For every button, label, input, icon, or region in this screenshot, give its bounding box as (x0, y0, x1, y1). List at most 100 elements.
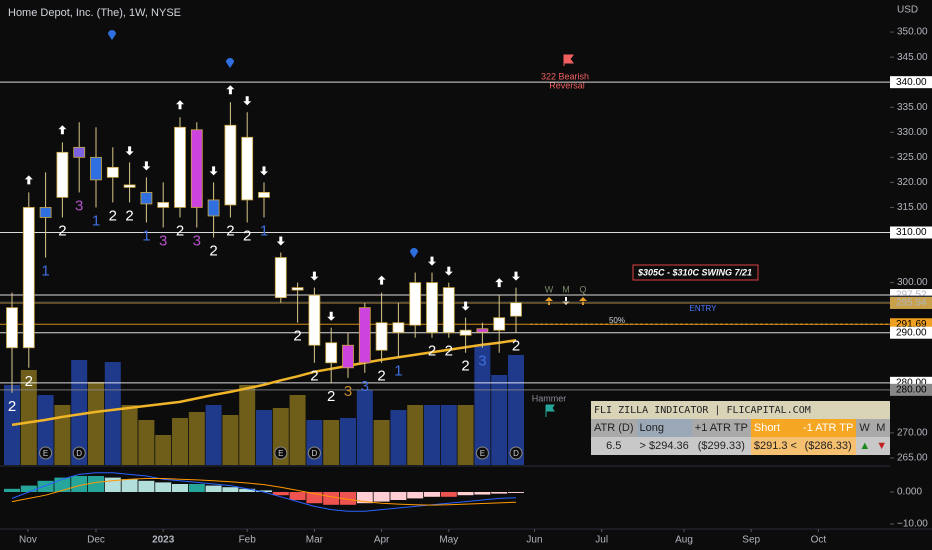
event-marker (72, 446, 86, 460)
y-tick-label: 265.00 (897, 453, 928, 464)
candle-body (476, 328, 489, 333)
candle-body (106, 166, 119, 178)
signal-arrow (427, 256, 436, 266)
count-label: 2 (109, 207, 117, 224)
wmq-label: Q (579, 284, 586, 294)
histogram-bar (423, 492, 440, 497)
x-tick-label: Nov (19, 535, 37, 546)
wmq-arrows (545, 297, 587, 305)
y-tick-label: 300.00 (897, 277, 928, 288)
count-label: 3 (193, 232, 201, 249)
histogram-bar (121, 479, 138, 492)
y-tick-label: 325.00 (897, 152, 928, 163)
signal-arrow (461, 301, 470, 311)
signal-line (11, 478, 517, 506)
histogram-bar (171, 484, 188, 492)
histogram-bar (339, 492, 356, 505)
volume-bar (222, 415, 239, 465)
level-label: 295.94 (896, 298, 927, 309)
candle-body (274, 257, 287, 299)
table-header-cell: -1 ATR TP (799, 419, 857, 437)
volume-bar (37, 395, 54, 465)
candle-body (493, 317, 506, 331)
table-value: > $294.36 (636, 437, 692, 455)
histogram-bar (390, 492, 407, 500)
candle-body (510, 302, 522, 317)
volume-bar (239, 385, 256, 465)
table-header-cell: ATR (D) (591, 419, 637, 437)
volume-bar (356, 390, 373, 465)
count-label: 2 (293, 328, 301, 345)
count-label: 1 (260, 222, 268, 239)
volume-bar (491, 375, 508, 465)
signal-arrow (259, 166, 268, 176)
osc-tick-label: −10.00 (897, 519, 928, 530)
volume-bar (440, 405, 457, 465)
signal-arrow (327, 311, 336, 321)
candle-body (375, 322, 388, 351)
signal-arrow (125, 146, 134, 156)
candle-body (409, 282, 422, 326)
candle-body (174, 126, 186, 208)
event-label: E (43, 449, 48, 458)
x-tick-label: Jun (526, 535, 542, 546)
signal-arrow (58, 125, 67, 135)
hammer-label: Hammer (532, 393, 567, 403)
signal-arrow (209, 166, 218, 176)
table-title: FLI ZILLA INDICATOR | FLICAPITAL.COM (591, 401, 891, 419)
signal-arrow (243, 96, 252, 106)
count-label: 2 (428, 343, 436, 360)
table-value: ▼ (873, 437, 891, 455)
y-tick-label: 315.00 (897, 202, 928, 213)
count-label: 1 (92, 212, 100, 229)
signal-arrow (142, 161, 151, 171)
volume-bar (255, 410, 272, 465)
histogram-bar (71, 476, 88, 492)
volume-bar (188, 412, 205, 465)
y-tick-label: 345.00 (897, 52, 928, 63)
volume-bar (71, 360, 88, 465)
table-value: ($299.33) (691, 437, 751, 455)
table-value: 6.5 (591, 437, 637, 455)
table-value: ▲ (856, 437, 874, 455)
level-label: 280.00 (896, 377, 927, 388)
histogram-bar (87, 476, 104, 492)
candle-body (224, 124, 237, 206)
volume-bar (104, 362, 121, 465)
volume-bar (390, 410, 407, 465)
candle-body (56, 151, 69, 198)
x-tick-label: Aug (675, 535, 693, 546)
count-label: 2 (58, 222, 66, 239)
volume-bar (155, 435, 172, 465)
candle-body (325, 342, 338, 364)
count-label: 2 (243, 227, 251, 244)
histogram-bar (188, 484, 205, 492)
count-label: 2 (377, 368, 385, 385)
level-label: 290.00 (896, 327, 927, 338)
bearish-label: 322 Bearish (541, 71, 589, 81)
count-label: 1 (41, 263, 49, 280)
histogram-bar (205, 485, 222, 492)
level-label-bg (890, 76, 932, 89)
hammer-flag (545, 404, 555, 417)
volume-bar (87, 382, 104, 465)
table-value: $291.3 < (750, 437, 800, 455)
candle-body (342, 344, 354, 369)
candle-body (22, 207, 35, 349)
volume-bar (423, 405, 440, 465)
table-header-cell: W (856, 419, 874, 437)
chart-title: Home Depot, Inc. (The), 1W, NYSE (8, 7, 181, 19)
table-header-cell: M (873, 419, 891, 437)
x-tick-label: Dec (87, 535, 105, 546)
moving-average (11, 338, 517, 427)
histogram-bar (37, 480, 54, 492)
candle-body (123, 184, 136, 188)
histogram-bar (3, 488, 20, 492)
candle-body (291, 287, 304, 291)
volume-bar (323, 420, 340, 465)
level-label-bg (890, 326, 932, 339)
histogram-bar (491, 492, 508, 494)
count-label: 1 (142, 227, 150, 244)
